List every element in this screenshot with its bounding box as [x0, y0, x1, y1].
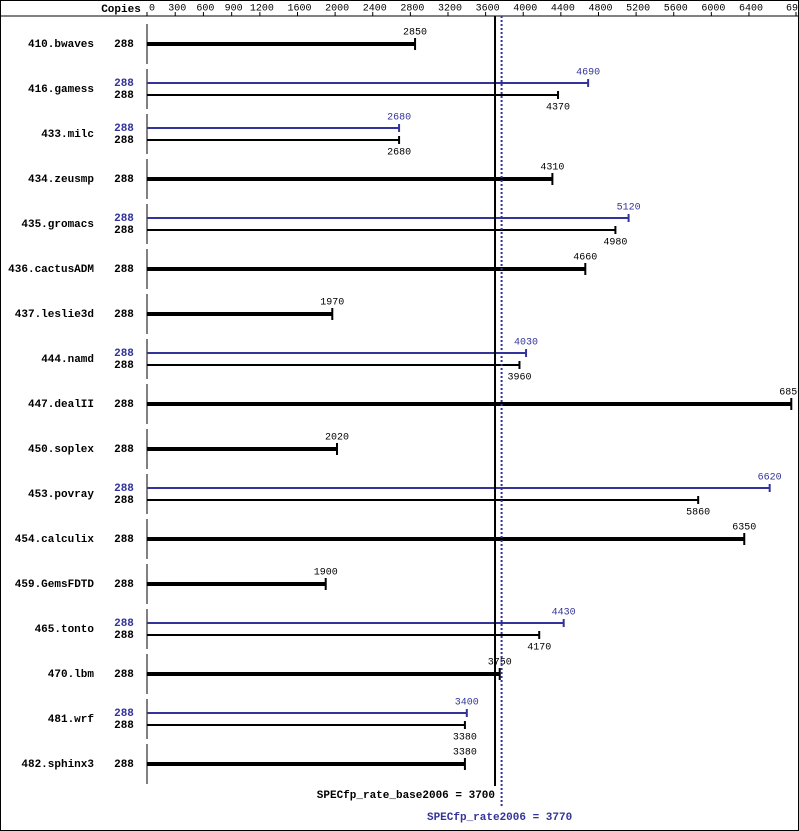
value-label: 4370 [546, 103, 570, 114]
category-label: 436.cactusADM [8, 264, 94, 276]
copies-label: 288 [114, 669, 134, 681]
value-label: 3380 [453, 748, 477, 759]
x-tick-label: 4800 [588, 4, 612, 15]
x-tick-label: 0 [149, 4, 155, 15]
value-label: 4690 [576, 68, 600, 79]
x-tick-label: 6400 [739, 4, 763, 15]
category-label: 435.gromacs [21, 219, 94, 231]
reference-label: SPECfp_rate2006 = 3770 [427, 812, 572, 824]
copies-label: 288 [114, 618, 134, 630]
category-label: 454.calculix [15, 534, 95, 546]
x-tick-label: 3200 [438, 4, 462, 15]
copies-label: 288 [114, 225, 134, 237]
copies-label: 288 [114, 78, 134, 90]
value-label: 4980 [603, 238, 627, 249]
value-label: 1970 [320, 298, 344, 309]
copies-header: Copies [101, 4, 141, 16]
copies-label: 288 [114, 264, 134, 276]
copies-label: 288 [114, 135, 134, 147]
reference-label: SPECfp_rate_base2006 = 3700 [317, 790, 495, 802]
category-label: 459.GemsFDTD [15, 579, 95, 591]
value-label: 4030 [514, 338, 538, 349]
copies-label: 288 [114, 90, 134, 102]
value-label: 4660 [573, 253, 597, 264]
category-label: 437.leslie3d [15, 309, 94, 321]
category-label: 465.tonto [35, 624, 95, 636]
x-tick-label: 600 [196, 4, 214, 15]
category-label: 450.soplex [28, 444, 94, 456]
value-label: 2020 [325, 433, 349, 444]
value-label: 3750 [488, 658, 512, 669]
copies-label: 288 [114, 759, 134, 771]
category-label: 482.sphinx3 [21, 759, 94, 771]
x-tick-label: 1600 [287, 4, 311, 15]
copies-label: 288 [114, 534, 134, 546]
copies-label: 288 [114, 630, 134, 642]
category-label: 470.lbm [48, 669, 95, 681]
value-label: 4170 [527, 643, 551, 654]
value-label: 3400 [455, 698, 479, 709]
copies-label: 288 [114, 39, 134, 51]
copies-label: 288 [114, 123, 134, 135]
category-label: 481.wrf [48, 714, 95, 726]
copies-label: 288 [114, 399, 134, 411]
value-label: 6350 [732, 523, 756, 534]
value-label: 4310 [540, 163, 564, 174]
copies-label: 288 [114, 444, 134, 456]
x-tick-label: 6000 [701, 4, 725, 15]
x-tick-label: 2800 [400, 4, 424, 15]
category-label: 444.namd [41, 354, 94, 366]
copies-label: 288 [114, 360, 134, 372]
category-label: 433.milc [41, 129, 94, 141]
value-label: 2680 [387, 113, 411, 124]
copies-label: 288 [114, 483, 134, 495]
category-label: 410.bwaves [28, 39, 94, 51]
x-tick-label: 3600 [476, 4, 500, 15]
copies-label: 288 [114, 708, 134, 720]
category-label: 434.zeusmp [28, 174, 94, 186]
x-tick-label: 900 [225, 4, 243, 15]
copies-label: 288 [114, 720, 134, 732]
value-label: 3960 [507, 373, 531, 384]
value-label: 2680 [387, 148, 411, 159]
x-tick-label: 5600 [664, 4, 688, 15]
copies-label: 288 [114, 579, 134, 591]
x-tick-label: 5200 [626, 4, 650, 15]
value-label: 5860 [686, 508, 710, 519]
x-tick-label: 1200 [250, 4, 274, 15]
copies-label: 288 [114, 495, 134, 507]
category-label: 447.dealII [28, 399, 94, 411]
x-tick-label: 2400 [363, 4, 387, 15]
value-label: 2850 [403, 28, 427, 39]
x-tick-label: 2000 [325, 4, 349, 15]
value-label: 4430 [552, 608, 576, 619]
x-tick-label: 4000 [513, 4, 537, 15]
value-label: 5120 [617, 203, 641, 214]
copies-label: 288 [114, 309, 134, 321]
x-tick-label: 4400 [551, 4, 575, 15]
x-tick-label: 300 [168, 4, 186, 15]
copies-label: 288 [114, 174, 134, 186]
copies-label: 288 [114, 348, 134, 360]
value-label: 6850 [779, 388, 799, 399]
category-label: 416.gamess [28, 84, 94, 96]
x-tick-label: 6900 [786, 4, 799, 15]
category-label: 453.povray [28, 489, 94, 501]
value-label: 6620 [758, 473, 782, 484]
value-label: 1900 [314, 568, 338, 579]
copies-label: 288 [114, 213, 134, 225]
value-label: 3380 [453, 733, 477, 744]
